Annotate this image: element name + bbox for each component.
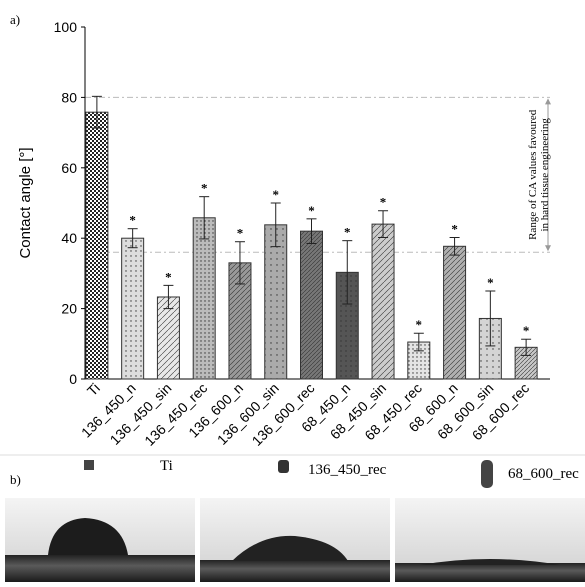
panel-label: a) <box>10 12 20 27</box>
y-tick-label: 0 <box>69 371 77 387</box>
y-axis-label: Contact angle [°] <box>17 147 34 258</box>
y-tick-label: 80 <box>61 89 77 105</box>
y-tick-label: 100 <box>54 19 78 35</box>
significance-label: * <box>344 225 351 240</box>
significance-label: * <box>201 181 208 196</box>
needle <box>481 460 493 488</box>
significance-label: * <box>165 269 172 284</box>
significance-label: * <box>487 275 494 290</box>
y-tick-label: 20 <box>61 301 77 317</box>
significance-label: * <box>523 323 530 338</box>
significance-label: * <box>451 221 458 236</box>
significance-label: * <box>272 187 279 202</box>
substrate <box>395 563 585 582</box>
significance-label: * <box>380 195 387 210</box>
range-annotation: in hard tissue engineering <box>539 118 551 232</box>
arrow-head <box>545 98 551 104</box>
photo-label: 136_450_rec <box>308 462 387 478</box>
bar <box>86 112 108 379</box>
photo-label: 68_600_rec <box>508 466 579 482</box>
bar <box>444 246 466 379</box>
bar <box>301 231 323 379</box>
y-tick-label: 60 <box>61 160 77 176</box>
substrate <box>5 555 195 582</box>
x-tick-label: Ti <box>84 380 103 399</box>
photo-label: Ti <box>160 458 173 474</box>
bar <box>372 224 394 379</box>
significance-label: * <box>416 317 423 332</box>
significance-label: * <box>237 226 244 241</box>
significance-label: * <box>129 213 136 228</box>
bar <box>157 297 179 379</box>
figure: a) b) Contact angle [°] Ti 136_450_rec 6… <box>0 0 585 582</box>
bar <box>265 225 287 379</box>
arrow-head <box>545 245 551 251</box>
needle <box>84 460 94 470</box>
panel-label: b) <box>10 472 21 487</box>
photo-strip <box>5 460 585 582</box>
substrate <box>200 560 390 582</box>
bar <box>122 238 144 379</box>
range-annotation: Range of CA values favoured <box>527 109 539 240</box>
needle <box>278 460 289 473</box>
significance-label: * <box>308 203 315 218</box>
y-tick-label: 40 <box>61 230 77 246</box>
bar <box>193 218 215 379</box>
